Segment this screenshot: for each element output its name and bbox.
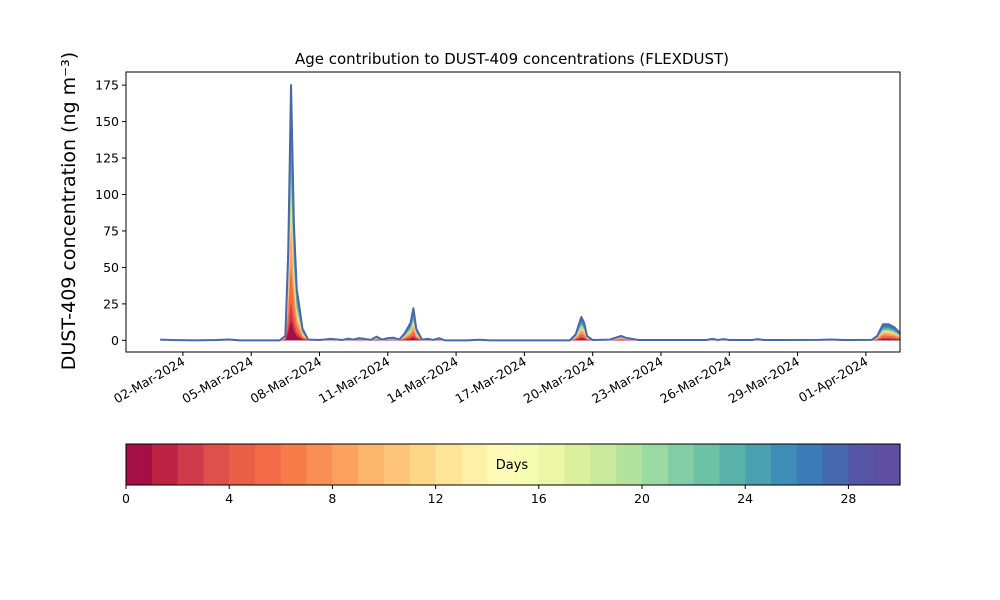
colorbar-cell (745, 444, 772, 485)
y-tick-label: 50 (103, 260, 119, 275)
colorbar-tick-label: 24 (737, 491, 753, 506)
x-tick-label: 05-Mar-2024 (179, 354, 255, 407)
colorbar-tick-label: 20 (634, 491, 650, 506)
y-tick-label: 100 (95, 187, 119, 202)
x-axis: 02-Mar-202405-Mar-202408-Mar-202411-Mar-… (111, 352, 870, 406)
colorbar-tick-label: 16 (531, 491, 547, 506)
colorbar-cell (642, 444, 669, 485)
total-concentration-line (160, 84, 900, 342)
colorbar-cell (126, 444, 153, 485)
colorbar-cell (280, 444, 308, 485)
y-tick-label: 175 (95, 78, 119, 93)
colorbar-cell (667, 444, 695, 485)
x-tick-label: 20-Mar-2024 (521, 354, 597, 407)
colorbar-label: Days (496, 458, 529, 473)
colorbar-tick-label: 12 (428, 491, 444, 506)
colorbar: Days 0 4 8 12 16 20 24 28 (122, 443, 901, 506)
colorbar-cell (332, 444, 359, 485)
series-layer (160, 84, 900, 342)
colorbar-cell (874, 444, 901, 485)
x-tick-label: 14-Mar-2024 (384, 354, 460, 407)
colorbar-cell (564, 444, 591, 485)
colorbar-cell (693, 444, 720, 485)
colorbar-tick-label: 8 (328, 491, 336, 506)
x-tick-label: 17-Mar-2024 (453, 354, 529, 407)
colorbar-cell (384, 444, 411, 485)
y-tick-label: 150 (95, 114, 119, 129)
colorbar-frame (125, 443, 901, 486)
colorbar-cell (822, 444, 849, 485)
x-tick-label: 29-Mar-2024 (726, 354, 802, 407)
colorbar-ticks: 0 4 8 12 16 20 24 28 (122, 485, 856, 506)
colorbar-cell (151, 444, 179, 485)
colorbar-cell (358, 444, 385, 485)
y-axis: 0 25 50 75 100 125 150 175 (95, 78, 126, 348)
colorbar-cell (461, 444, 488, 485)
colorbar-cell (203, 444, 230, 485)
y-tick-label: 25 (103, 296, 119, 311)
chart-title: Age contribution to DUST-409 concentrati… (295, 50, 729, 68)
x-tick-label: 02-Mar-2024 (111, 354, 187, 407)
x-tick-label: 26-Mar-2024 (657, 354, 733, 407)
age-band-area (160, 319, 900, 341)
colorbar-cell (306, 444, 333, 485)
colorbar-tick-label: 0 (122, 491, 130, 506)
colorbar-cell (229, 444, 256, 485)
colorbar-cell (771, 444, 798, 485)
colorbar-cell (719, 444, 746, 485)
age-band-area (160, 225, 900, 341)
y-axis-label: DUST-409 concentration (ng m⁻³) (58, 52, 80, 370)
colorbar-cell (255, 444, 282, 485)
age-band-area (160, 302, 900, 341)
age-band-area (160, 85, 900, 341)
colorbar-cell (435, 444, 462, 485)
y-tick-label: 125 (95, 151, 119, 166)
colorbar-cell (487, 444, 514, 485)
colorbar-tick-label: 4 (225, 491, 233, 506)
x-tick-label: 23-Mar-2024 (589, 354, 665, 407)
colorbar-cell (616, 444, 643, 485)
x-tick-label: 08-Mar-2024 (248, 354, 324, 407)
y-tick-label: 75 (103, 223, 119, 238)
colorbar-cells (126, 444, 901, 485)
colorbar-cell (513, 444, 540, 485)
age-band-area (160, 263, 900, 341)
plot-area (125, 71, 901, 353)
age-band-area (160, 136, 900, 341)
age-band-area (160, 199, 900, 341)
x-tick-label: 01-Apr-2024 (796, 354, 870, 406)
y-tick-label: 0 (111, 333, 119, 348)
colorbar-cell (538, 444, 566, 485)
colorbar-cell (590, 444, 617, 485)
plot-frame (125, 71, 901, 353)
colorbar-cell (177, 444, 204, 485)
colorbar-cell (848, 444, 875, 485)
colorbar-cell (409, 444, 437, 485)
x-tick-label: 11-Mar-2024 (316, 354, 392, 407)
colorbar-tick-label: 28 (840, 491, 856, 506)
age-band-area (160, 174, 900, 341)
colorbar-cell (796, 444, 824, 485)
